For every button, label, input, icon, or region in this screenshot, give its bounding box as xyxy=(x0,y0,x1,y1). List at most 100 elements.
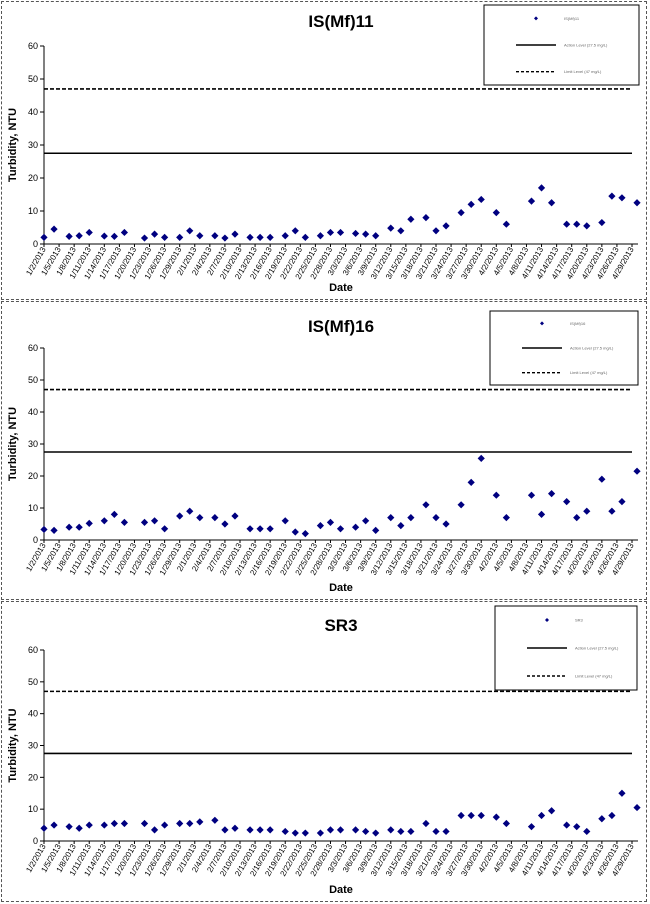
y-tick-label: 40 xyxy=(28,709,38,719)
data-point xyxy=(326,518,335,526)
data-point xyxy=(633,467,641,475)
data-point xyxy=(301,829,309,837)
data-point xyxy=(196,514,204,522)
data-point xyxy=(397,227,405,235)
data-point xyxy=(65,823,73,831)
chart-title: SR3 xyxy=(324,616,357,635)
data-point xyxy=(583,222,591,230)
data-point xyxy=(537,184,546,192)
legend-box xyxy=(489,310,639,386)
data-point xyxy=(176,233,184,241)
data-point xyxy=(161,525,169,533)
data-point xyxy=(442,520,450,528)
y-tick-label: 30 xyxy=(28,741,38,751)
data-point xyxy=(633,803,641,812)
legend-label: Action Level (27.5 mg/L) xyxy=(570,346,614,351)
legend-label: SR3 xyxy=(575,618,584,623)
data-point xyxy=(75,523,83,531)
data-point xyxy=(231,824,239,832)
data-point xyxy=(211,514,219,522)
data-point xyxy=(563,821,571,829)
data-point xyxy=(492,813,500,821)
y-tick-label: 60 xyxy=(28,41,38,51)
data-point xyxy=(362,827,370,836)
data-point xyxy=(457,209,465,217)
chart-title: IS(Mf)11 xyxy=(308,12,373,31)
data-point xyxy=(186,819,194,828)
data-point xyxy=(120,228,129,237)
data-point xyxy=(211,816,219,824)
data-point xyxy=(110,510,118,518)
data-point xyxy=(633,199,641,207)
data-point xyxy=(351,826,360,834)
chart-svg: IS(Mf)1101020304050601/2/20131/5/20131/8… xyxy=(7,4,641,294)
legend-box xyxy=(483,4,640,86)
data-point xyxy=(50,225,58,233)
x-axis-title: Date xyxy=(329,884,353,896)
data-point xyxy=(326,228,335,237)
data-point xyxy=(50,526,58,534)
data-point xyxy=(537,510,546,518)
data-point xyxy=(161,821,169,829)
data-point xyxy=(422,501,430,509)
y-tick-label: 10 xyxy=(28,804,38,814)
data-point xyxy=(372,829,380,837)
data-point xyxy=(266,233,274,241)
data-point xyxy=(442,827,450,836)
legend-label: IS(Mf)16 xyxy=(570,321,586,326)
data-point xyxy=(266,826,274,834)
data-point xyxy=(618,194,626,202)
data-point xyxy=(573,220,581,228)
data-point xyxy=(583,507,591,515)
y-tick-label: 0 xyxy=(33,239,38,249)
data-point xyxy=(618,789,626,797)
y-tick-label: 60 xyxy=(28,645,38,655)
data-point xyxy=(563,220,571,228)
data-point xyxy=(281,517,289,525)
data-point xyxy=(256,826,264,834)
y-tick-label: 30 xyxy=(28,439,38,449)
chart-panel-1: IS(Mf)11 0 10 20 30 40 50 60 1/2/2013 1/5/2013 1/8… xyxy=(1,1,647,300)
y-tick-label: 40 xyxy=(28,407,38,417)
data-point xyxy=(432,827,440,836)
data-point xyxy=(176,819,184,828)
data-point xyxy=(477,454,485,462)
data-point xyxy=(351,523,360,531)
data-point xyxy=(40,233,48,241)
data-point xyxy=(527,197,536,205)
y-tick-label: 10 xyxy=(28,206,38,216)
data-point xyxy=(608,192,616,200)
data-point xyxy=(336,228,345,237)
data-point xyxy=(65,232,73,241)
data-point xyxy=(85,228,93,237)
data-point xyxy=(387,224,395,232)
data-point xyxy=(442,222,450,230)
data-point xyxy=(231,230,239,238)
data-point xyxy=(422,214,430,222)
data-point xyxy=(372,232,380,240)
data-point xyxy=(457,501,465,509)
data-point xyxy=(75,232,83,240)
y-tick-label: 50 xyxy=(28,375,38,385)
data-point xyxy=(161,233,169,241)
y-tick-label: 40 xyxy=(28,107,38,117)
y-tick-label: 50 xyxy=(28,677,38,687)
y-axis-title: Turbidity, NTU xyxy=(7,407,19,481)
y-axis-title: Turbidity, NTU xyxy=(7,708,19,782)
data-point xyxy=(266,525,274,533)
legend-label: IS(Mf)11 xyxy=(564,16,580,21)
y-tick-label: 60 xyxy=(28,343,38,353)
data-point xyxy=(140,234,149,242)
legend-label: Limit Level (47 mg/L) xyxy=(570,370,608,375)
y-tick-label: 20 xyxy=(28,471,38,481)
data-point xyxy=(150,517,159,525)
data-point xyxy=(221,234,229,242)
data-point xyxy=(140,518,149,526)
legend-label: Limit Level (47 mg/L) xyxy=(564,69,602,74)
data-point xyxy=(75,824,83,832)
data-point xyxy=(422,819,430,828)
data-point xyxy=(281,232,289,240)
y-tick-label: 20 xyxy=(28,772,38,782)
data-point xyxy=(336,525,345,533)
data-point xyxy=(372,526,380,534)
